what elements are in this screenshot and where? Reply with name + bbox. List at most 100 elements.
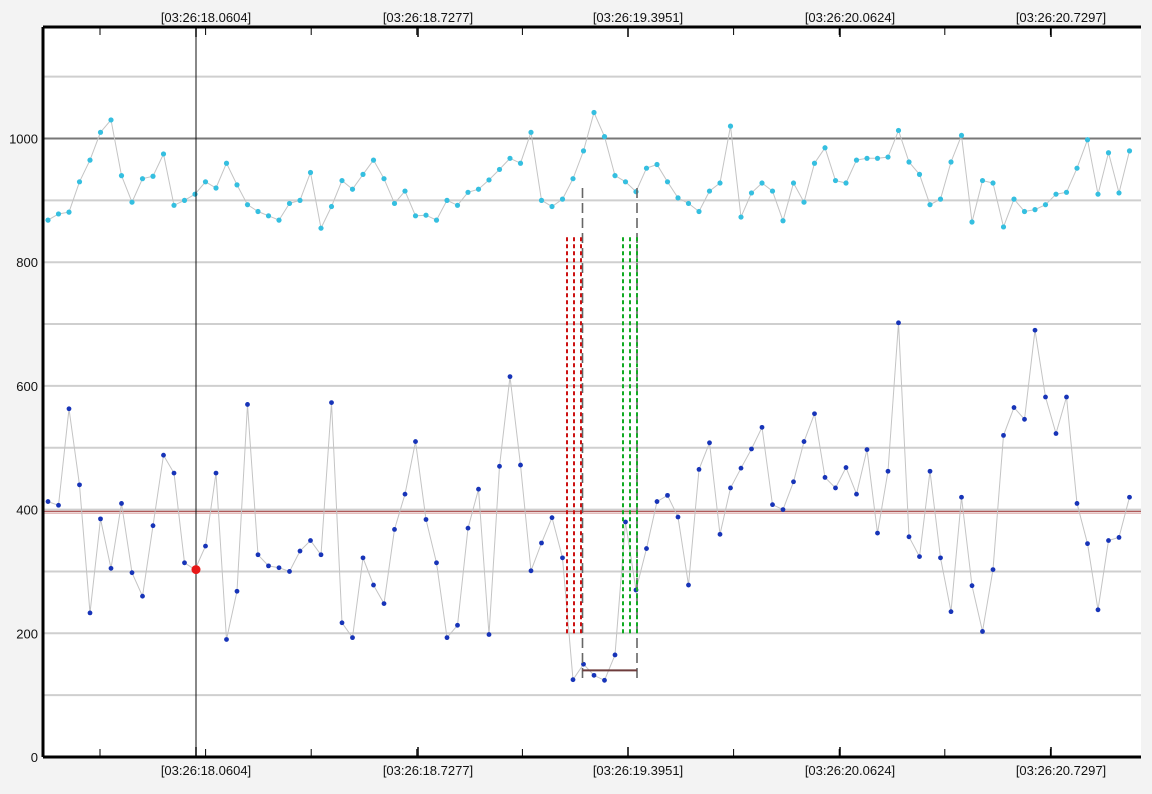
series-1-point <box>1042 202 1049 208</box>
series-2-point <box>119 501 124 506</box>
series-1-line <box>47 110 1130 230</box>
bottom-tick-label: [03:26:19.3951] <box>593 763 683 778</box>
series-2-point <box>749 446 754 452</box>
plot-area <box>43 27 1141 757</box>
series-2-point <box>591 672 597 678</box>
series-2-point <box>822 475 828 480</box>
series-1-point <box>465 189 471 195</box>
series-2-point <box>906 534 912 540</box>
series-2-point <box>539 540 544 546</box>
series-1-point <box>853 157 860 163</box>
series-1-point <box>685 200 692 207</box>
series-2-point <box>602 677 607 683</box>
top-tick-label: [03:26:18.0604] <box>161 10 251 25</box>
series-2-point <box>549 515 555 521</box>
series-1-point <box>433 217 440 223</box>
series-2-point <box>896 320 901 326</box>
top-tick-label: [03:26:18.7277] <box>383 10 473 25</box>
series-2-point <box>423 517 429 522</box>
series-1-point <box>1126 148 1133 154</box>
series-2-point <box>476 486 481 492</box>
series-2-point <box>623 519 628 525</box>
series-2-point <box>812 411 817 417</box>
series-1-point <box>948 159 954 165</box>
series-1-point <box>664 179 671 185</box>
series-1-point <box>864 155 870 161</box>
series-2-point <box>854 491 859 497</box>
series-2-point <box>1127 494 1132 500</box>
y-tick-label: 800 <box>16 255 38 270</box>
series-2-point <box>434 560 439 566</box>
series-1-point <box>570 176 576 182</box>
series-1-point <box>832 177 839 184</box>
series-2-point <box>444 635 450 641</box>
series-2-point <box>780 507 786 512</box>
series-2-point <box>402 491 408 497</box>
series-1-point <box>1032 207 1038 213</box>
series-1-point <box>276 217 282 223</box>
series-1-point <box>633 189 639 195</box>
series-2-point <box>560 555 565 561</box>
series-1-point <box>969 219 975 225</box>
series-2-point <box>654 499 660 504</box>
series-2-point <box>108 565 114 571</box>
series-1-point <box>286 200 293 207</box>
series-1-point <box>811 160 818 166</box>
series-1-point <box>990 180 996 186</box>
series-2-point <box>570 677 576 683</box>
series-2-point <box>875 530 880 536</box>
series-1-point <box>937 196 944 202</box>
series-1-point <box>181 197 188 203</box>
series-1-point <box>727 123 734 129</box>
series-1-point <box>979 177 986 184</box>
series-1-point <box>370 157 377 163</box>
series-1-point <box>549 203 555 210</box>
series-2-point <box>66 406 72 412</box>
series-2-point <box>171 470 177 476</box>
y-tick-label: 0 <box>31 750 38 765</box>
series-1-point <box>1021 208 1028 215</box>
top-tick-label: [03:26:20.7297] <box>1016 10 1106 25</box>
series-1-point <box>895 127 902 134</box>
series-2-point <box>360 555 366 561</box>
series-1-point <box>139 176 146 182</box>
series-2-point <box>339 620 345 626</box>
markers-layer <box>191 27 638 757</box>
series-1-point <box>213 185 219 191</box>
series-2-point <box>917 554 922 560</box>
series-1-point <box>538 197 545 203</box>
series-2-point <box>1032 327 1038 333</box>
series-1-point <box>402 188 408 194</box>
series-2-point <box>938 555 943 561</box>
series-2-point <box>959 494 964 500</box>
series-2-point <box>1053 431 1059 436</box>
series-1-point <box>822 145 828 151</box>
series-2-point <box>129 570 135 576</box>
series-2-point <box>465 525 471 531</box>
series-1-point <box>381 176 387 182</box>
series-1-point <box>927 202 933 208</box>
series-1-point <box>55 211 62 217</box>
series-1-point <box>654 161 660 168</box>
series-2-point <box>1064 394 1069 400</box>
series-2-point <box>45 499 51 504</box>
series-1-point <box>874 155 881 161</box>
series-1-point <box>87 157 93 163</box>
series-1-point <box>412 213 419 219</box>
series-1-point <box>1084 137 1091 143</box>
series-1-point <box>108 117 114 123</box>
series-1-point <box>339 177 345 184</box>
series-1-point <box>66 209 72 215</box>
series-1-point <box>118 173 125 179</box>
axes-layer: [03:26:18.0604] [03:26:18.0604] [03:26:18.… <box>9 10 1141 778</box>
series-2-point <box>980 629 985 634</box>
series-2-point <box>1043 394 1048 400</box>
series-1-point <box>675 195 681 201</box>
series-2-point <box>728 485 733 491</box>
series-2-point <box>318 552 324 558</box>
series-2-point <box>308 538 313 543</box>
series-1-point <box>591 109 597 116</box>
series-1-point <box>475 186 482 192</box>
series-1-point <box>349 186 356 192</box>
series-1-point <box>255 208 261 215</box>
